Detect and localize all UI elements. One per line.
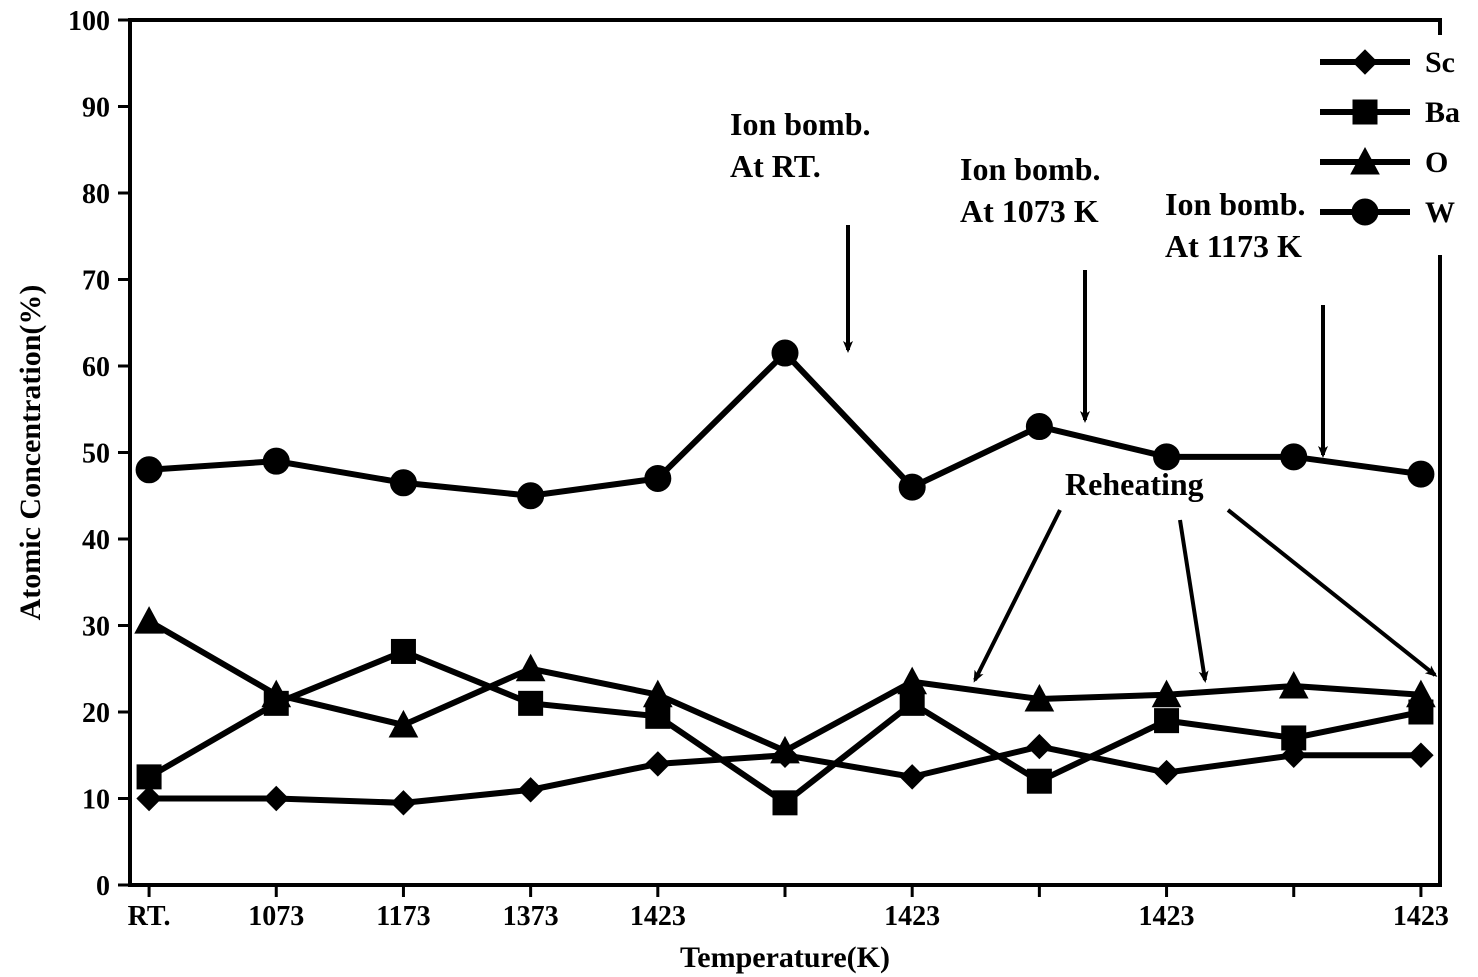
legend-label: W: [1425, 196, 1455, 229]
annotation-ion-bomb-rt: Ion bomb. At RT.: [730, 106, 871, 350]
square-marker: [1155, 709, 1179, 733]
y-tick-label: 70: [82, 266, 110, 297]
x-tick-label: 1173: [376, 901, 430, 932]
diamond-marker: [391, 791, 415, 815]
circle-marker: [1352, 199, 1378, 225]
series-Ba: [137, 639, 1433, 814]
diamond-marker: [137, 787, 161, 811]
y-axis-title: Atomic Concentration(%): [14, 285, 47, 621]
annotation-arrow: [1180, 520, 1205, 680]
x-tick-label: 1073: [248, 901, 304, 932]
circle-marker: [645, 465, 671, 491]
annotation-text: At 1173 K: [1165, 228, 1302, 264]
square-marker: [137, 765, 161, 789]
annotation-text: Reheating: [1065, 466, 1204, 502]
legend-label: Sc: [1425, 46, 1455, 79]
circle-marker: [263, 448, 289, 474]
annotation-text: Ion bomb.: [1165, 186, 1306, 222]
square-marker: [391, 639, 415, 663]
annotation-text: Ion bomb.: [730, 106, 871, 142]
y-tick-label: 30: [82, 612, 110, 643]
circle-marker: [772, 340, 798, 366]
series-W: [136, 340, 1434, 509]
y-tick-label: 80: [82, 179, 110, 210]
y-tick-label: 20: [82, 698, 110, 729]
legend: Sc Ba OW: [1305, 35, 1478, 255]
legend-label: Ba: [1425, 96, 1460, 129]
circle-marker: [899, 474, 925, 500]
x-tick-label: 1373: [503, 901, 559, 932]
annotation-reheating: Reheating: [975, 466, 1435, 680]
annotation-arrow: [1228, 510, 1435, 675]
square-marker: [1353, 100, 1377, 124]
y-tick-label: 10: [82, 785, 110, 816]
chart-container: 0 10 20 30 40 50 60 70 80 90 100 Atomic Concentrati…: [0, 0, 1478, 977]
circle-marker: [1026, 414, 1052, 440]
diamond-marker: [264, 787, 288, 811]
circle-marker: [136, 457, 162, 483]
square-marker: [646, 704, 670, 728]
square-marker: [519, 691, 543, 715]
x-tick-label: 1423: [884, 901, 940, 932]
x-tick-label: 1423: [1393, 901, 1449, 932]
annotation-ion-bomb-1173: Ion bomb. At 1173 K: [1165, 186, 1323, 455]
circle-marker: [518, 483, 544, 509]
diamond-marker: [519, 778, 543, 802]
diamond-marker: [1155, 761, 1179, 785]
circle-marker: [1281, 444, 1307, 470]
series-line: [149, 353, 1421, 496]
line-chart: 0 10 20 30 40 50 60 70 80 90 100 Atomic Concentrati…: [0, 0, 1478, 977]
series-line: [149, 651, 1421, 802]
legend-label: O: [1425, 146, 1448, 179]
x-tick-label: 1423: [1139, 901, 1195, 932]
y-tick-label: 90: [82, 93, 110, 124]
y-tick-label: 0: [96, 871, 110, 902]
x-axis-title: Temperature(K): [680, 941, 890, 974]
square-marker: [900, 691, 924, 715]
series-O: [135, 607, 1435, 763]
y-tick-label: 50: [82, 439, 110, 470]
square-marker: [1282, 726, 1306, 750]
annotation-arrow: [975, 510, 1060, 680]
x-tick-label: RT.: [128, 901, 171, 932]
diamond-marker: [900, 765, 924, 789]
annotation-text: At 1073 K: [960, 193, 1099, 229]
annotation-text: At RT.: [730, 148, 821, 184]
square-marker: [773, 791, 797, 815]
circle-marker: [390, 470, 416, 496]
diamond-marker: [1027, 735, 1051, 759]
triangle-marker: [135, 607, 163, 633]
annotation-text: Ion bomb.: [960, 151, 1101, 187]
circle-marker: [1408, 461, 1434, 487]
triangle-marker: [771, 737, 799, 763]
diamond-marker: [646, 752, 670, 776]
x-tick-label: 1423: [630, 901, 686, 932]
y-tick-label: 40: [82, 525, 110, 556]
square-marker: [1027, 769, 1051, 793]
annotation-ion-bomb-1073: Ion bomb. At 1073 K: [960, 151, 1101, 420]
y-tick-label: 60: [82, 352, 110, 383]
y-tick-label: 100: [68, 6, 110, 37]
diamond-marker: [1409, 743, 1433, 767]
